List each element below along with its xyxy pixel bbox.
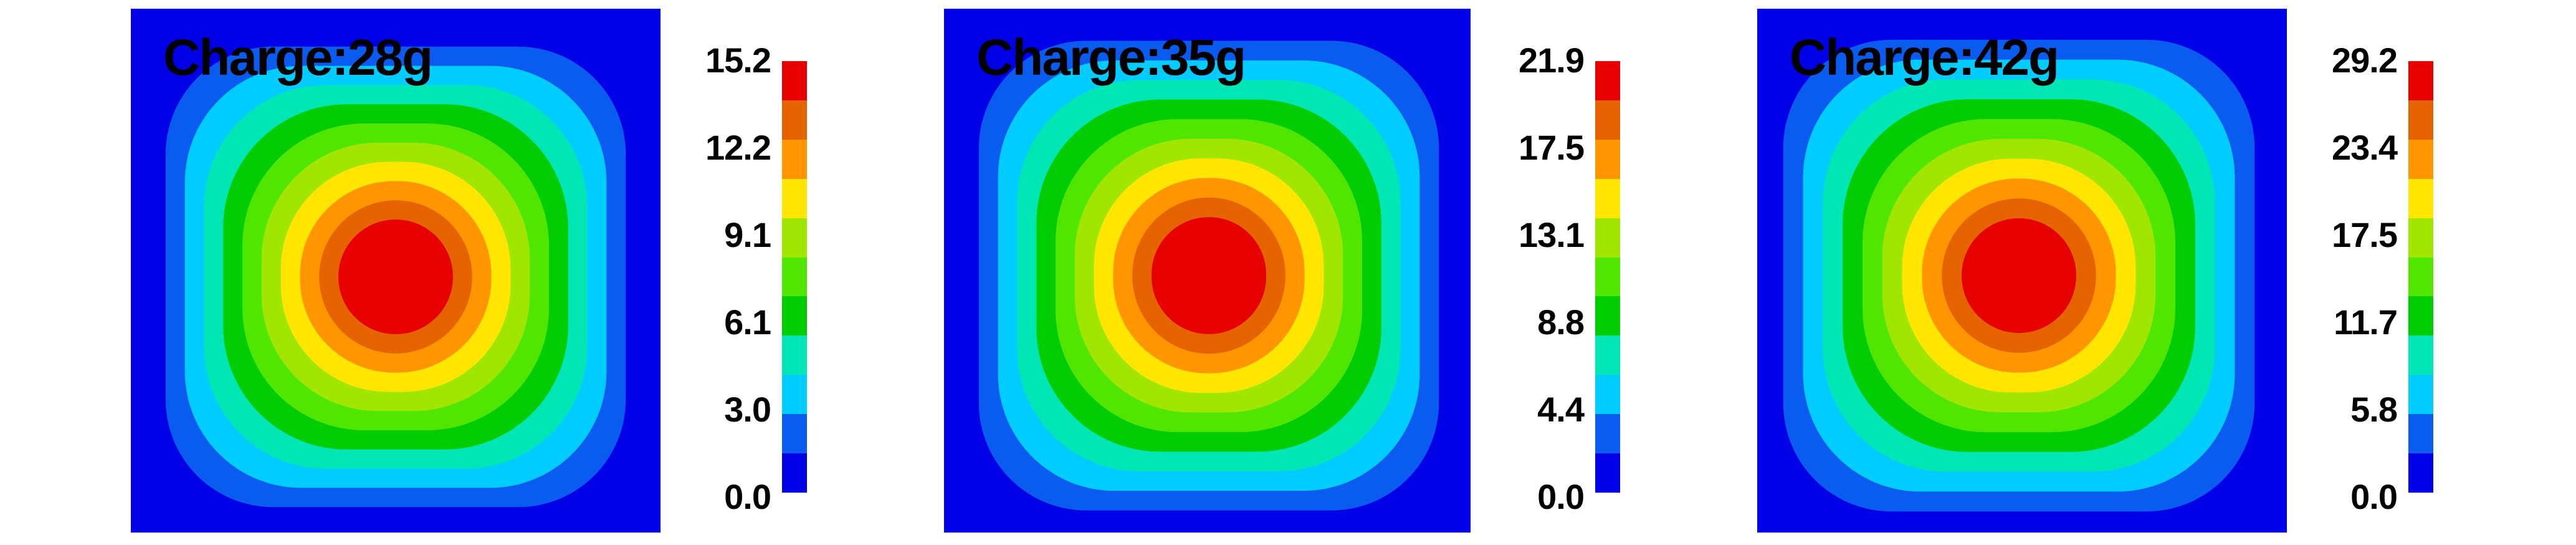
colorbar-3-tick-1: 23.4 [2332,128,2398,167]
colorbar-2-band-7 [1595,178,1620,218]
colorbar-3-band-2 [2408,375,2433,415]
colorbar-1-tick-2: 9.1 [724,215,771,254]
colorbar-3-band-1 [2408,414,2433,454]
contour-level-3-10 [1962,218,2076,333]
panel-title-2: Charge:35g [976,29,1246,86]
colorbar-3-band-5 [2408,257,2433,297]
colorbar-1-band-1 [782,414,807,454]
contour-svg-1 [131,9,661,533]
colorbar-1-band-5 [782,257,807,297]
colorbar-2-band-1 [1595,414,1620,454]
contour-map-2 [944,9,1474,533]
colorbar-2-band-2 [1595,375,1620,415]
colorbar-1-band-4 [782,296,807,336]
panel-title-1: Charge:28g [163,29,433,86]
colorbar-2-band-4 [1595,296,1620,336]
colorbar-3-tick-3: 11.7 [2334,302,2398,342]
colorbar-3-band-10 [2408,61,2433,100]
colorbar-1-tick-0: 15.2 [705,41,771,80]
colorbar-2-band-6 [1595,218,1620,258]
colorbar-1-band-3 [782,335,807,375]
colorbar-2-band-8 [1595,139,1620,179]
colorbar-3-band-6 [2408,218,2433,258]
colorbar-2 [1595,61,1620,493]
colorbar-1-band-9 [782,100,807,140]
colorbar-2-tick-0: 21.9 [1519,41,1585,80]
colorbar-2-tick-3: 8.8 [1537,302,1585,342]
colorbar-2-band-3 [1595,335,1620,375]
colorbar-1 [782,61,807,493]
colorbar-3 [2408,61,2433,493]
colorbar-2-tick-5: 0.0 [1537,477,1585,516]
colorbar-3-tick-5: 0.0 [2350,477,2398,516]
colorbar-3-band-7 [2408,178,2433,218]
colorbar-1-band-10 [782,61,807,100]
colorbar-1-tick-5: 0.0 [724,477,771,516]
contour-map-1 [131,9,661,533]
colorbar-3-band-3 [2408,335,2433,375]
colorbar-3-band-9 [2408,100,2433,140]
colorbar-3-band-4 [2408,296,2433,336]
colorbar-3-band-8 [2408,139,2433,179]
panel-title-3: Charge:42g [1790,29,2059,86]
colorbar-1-band-8 [782,139,807,179]
colorbar-3-tick-0: 29.2 [2332,41,2398,80]
colorbar-1-band-2 [782,375,807,415]
colorbar-1-band-6 [782,218,807,258]
colorbar-1-tick-3: 6.1 [724,302,771,342]
colorbar-2-tick-1: 17.5 [1519,128,1585,167]
colorbar-2-tick-4: 4.4 [1537,390,1585,429]
colorbar-1-tick-1: 12.2 [705,128,771,167]
colorbar-3-tick-4: 5.8 [2350,390,2398,429]
colorbar-1-band-7 [782,178,807,218]
contour-level-1-10 [338,219,453,334]
colorbar-3-tick-2: 17.5 [2332,215,2398,254]
contour-map-3 [1757,9,2287,533]
contour-svg-2 [944,9,1471,533]
colorbar-1-tick-4: 3.0 [724,390,771,429]
colorbar-2-band-10 [1595,61,1620,100]
contour-level-2-10 [1152,217,1266,334]
colorbar-2-band-9 [1595,100,1620,140]
contour-svg-3 [1757,9,2287,533]
colorbar-1-band-0 [782,453,807,493]
colorbar-2-band-5 [1595,257,1620,297]
colorbar-2-tick-2: 13.1 [1519,215,1585,254]
colorbar-3-band-0 [2408,453,2433,493]
colorbar-2-band-0 [1595,453,1620,493]
